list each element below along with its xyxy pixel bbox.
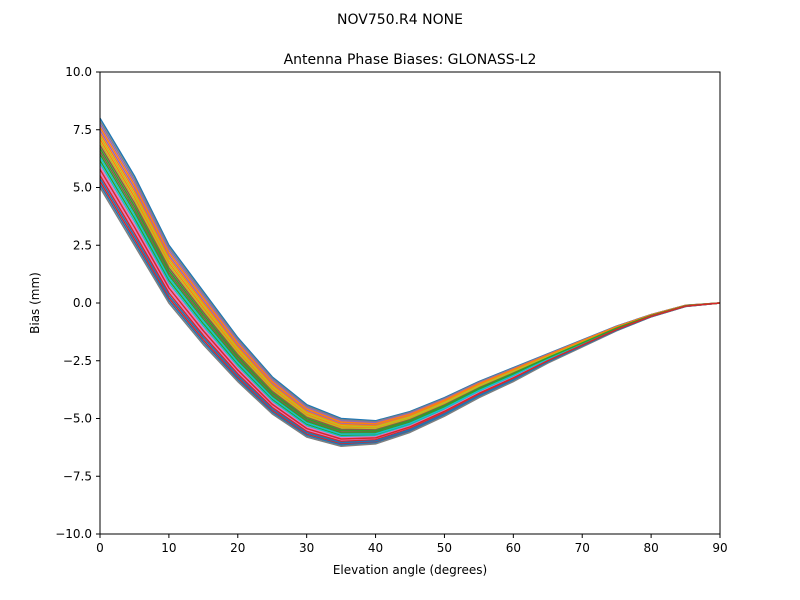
y-tick-label: 10.0	[65, 65, 92, 79]
series-line-11	[99, 147, 721, 432]
series-line-2	[99, 120, 721, 423]
y-tick-label: 5.0	[73, 181, 92, 195]
x-tick-label: 70	[575, 541, 590, 555]
x-tick-label: 80	[643, 541, 658, 555]
series-line-1	[99, 117, 721, 422]
x-tick-label: 60	[506, 541, 521, 555]
y-tick-label: 2.5	[73, 238, 92, 252]
series-line-18	[99, 169, 721, 440]
x-tick-label: 90	[712, 541, 727, 555]
y-tick-label: −7.5	[63, 469, 92, 483]
y-tick-label: −5.0	[63, 412, 92, 426]
series-line-3	[99, 123, 721, 424]
y-axis-ticks: −10.0 −7.5 −5.0 −2.5 0.0 2.5 5.0 7.5 10.0	[55, 65, 100, 541]
x-axis-ticks: 0 10 20 30 40 50 60 70 80 90	[96, 534, 728, 555]
chart-title: Antenna Phase Biases: GLONASS-L2	[284, 52, 537, 68]
x-tick-label: 30	[299, 541, 314, 555]
y-tick-label: −2.5	[63, 354, 92, 368]
series-line-4	[99, 126, 721, 425]
x-tick-label: 10	[161, 541, 176, 555]
chart-suptitle: NOV750.R4 NONE	[337, 12, 463, 28]
y-tick-label: 0.0	[73, 296, 92, 310]
y-tick-label: −10.0	[55, 527, 92, 541]
x-tick-label: 50	[437, 541, 452, 555]
x-tick-label: 40	[368, 541, 383, 555]
series-layer	[99, 117, 721, 447]
x-tick-label: 0	[96, 541, 104, 555]
x-axis-label: Elevation angle (degrees)	[333, 563, 487, 577]
x-tick-label: 20	[230, 541, 245, 555]
y-tick-label: 7.5	[73, 123, 92, 137]
y-axis-label: Bias (mm)	[28, 272, 42, 334]
